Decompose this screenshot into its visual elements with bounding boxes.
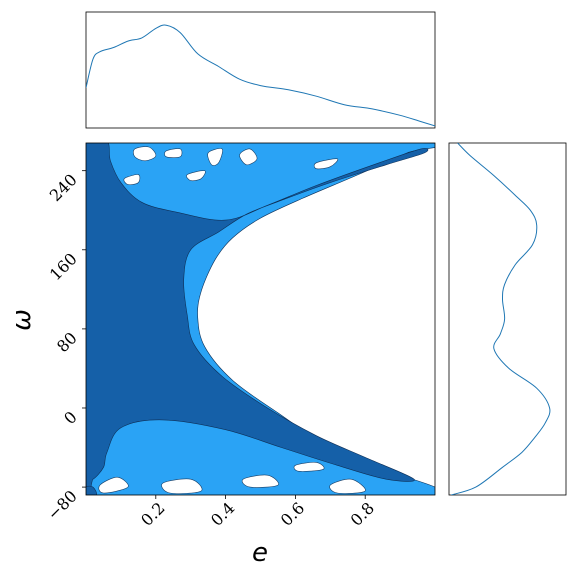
contour-holes-region-6 (313, 158, 339, 170)
contour-holes-region-2 (123, 174, 141, 186)
contour-holes-region-7 (98, 476, 129, 494)
contour-panel: 0.2 0.4 0.6 0.8 −80 0 80 160 240 (44, 142, 436, 530)
contour-inner-region-1 (86, 485, 98, 495)
contour-holes-region-1 (164, 148, 183, 158)
y-tick-label: 160 (46, 249, 81, 284)
contour-holes-region-0 (133, 146, 157, 162)
x-tick-label: 0.4 (207, 498, 238, 529)
contour-holes-region-9 (241, 474, 279, 488)
marginal-x-frame (85, 11, 436, 129)
y-tick-label: 240 (46, 170, 81, 205)
contour-inner-region-0 (86, 143, 429, 495)
x-tick-label: 0.2 (137, 498, 168, 529)
contour-holes-region-10 (293, 461, 325, 472)
x-axis-ticks: 0.2 0.4 0.6 0.8 (137, 495, 378, 530)
x-axis-label: e (252, 538, 268, 568)
marginal-x-density-line (86, 24, 435, 127)
y-axis-ticks: −80 0 80 160 240 (44, 170, 86, 524)
x-tick-label: 0.8 (347, 498, 378, 529)
contour-holes-region-4 (207, 148, 223, 166)
contour-holes-region-3 (186, 170, 206, 182)
marginal-y-density-line (450, 143, 551, 495)
contour-layers (86, 143, 435, 495)
y-axis-label: ω (7, 309, 37, 331)
y-tick-label: 80 (53, 328, 81, 356)
x-tick-label: 0.6 (277, 498, 308, 529)
contour-holes-region-5 (239, 148, 258, 166)
contour-holes-region-11 (329, 478, 366, 494)
marginal-y-frame (448, 142, 567, 496)
contour-holes-region-8 (161, 478, 203, 494)
contour-frame (85, 142, 436, 496)
marginal-y-panel (448, 142, 567, 496)
marginal-x-panel (85, 11, 436, 129)
y-tick-label: −80 (44, 486, 81, 523)
y-tick-label: 0 (60, 407, 81, 428)
